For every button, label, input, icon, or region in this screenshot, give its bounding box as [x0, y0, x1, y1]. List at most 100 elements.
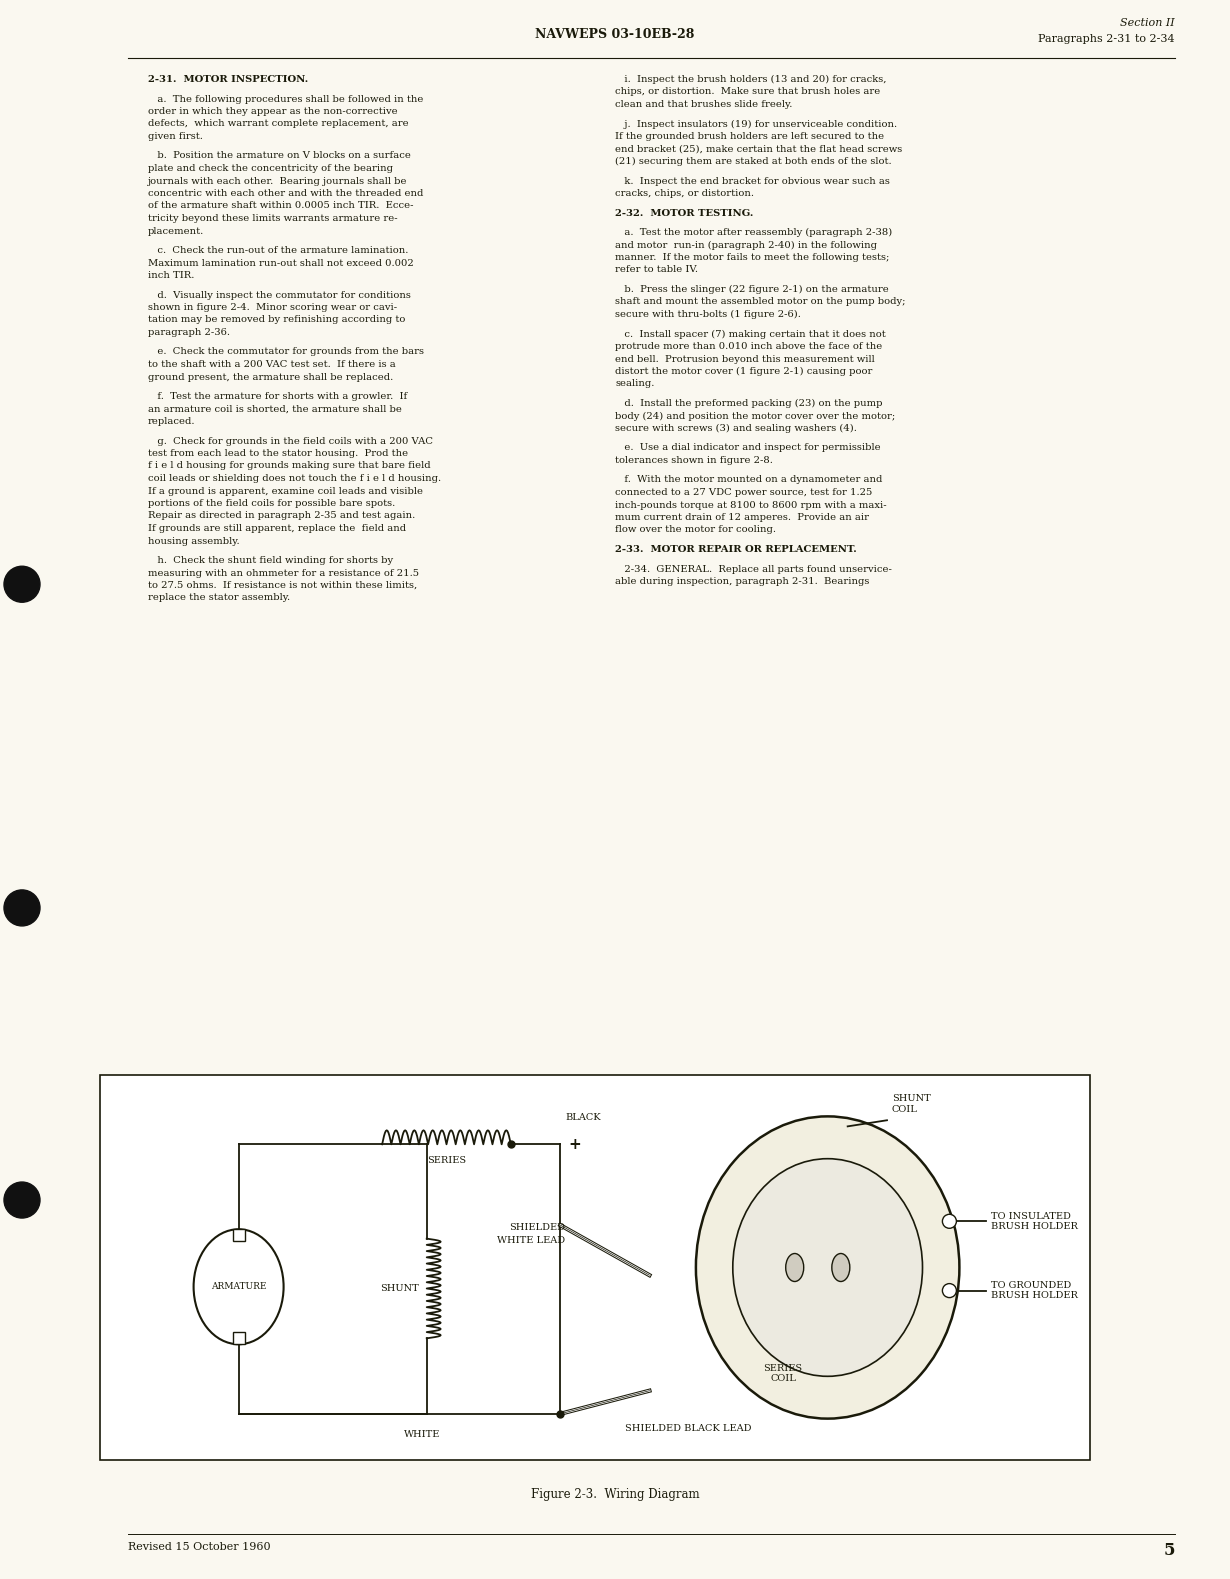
Text: flow over the motor for cooling.: flow over the motor for cooling.	[615, 526, 776, 535]
Text: shown in figure 2-4.  Minor scoring wear or cavi-: shown in figure 2-4. Minor scoring wear …	[148, 303, 397, 313]
Text: WHITE LEAD: WHITE LEAD	[497, 1236, 565, 1246]
Text: h.  Check the shunt field winding for shorts by: h. Check the shunt field winding for sho…	[148, 556, 394, 565]
Text: sealing.: sealing.	[615, 379, 654, 388]
Text: TO INSULATED
BRUSH HOLDER: TO INSULATED BRUSH HOLDER	[991, 1211, 1077, 1232]
Text: TO GROUNDED
BRUSH HOLDER: TO GROUNDED BRUSH HOLDER	[991, 1281, 1077, 1300]
Text: c.  Check the run-out of the armature lamination.: c. Check the run-out of the armature lam…	[148, 246, 408, 254]
Circle shape	[4, 891, 41, 925]
Text: manner.  If the motor fails to meet the following tests;: manner. If the motor fails to meet the f…	[615, 253, 889, 262]
Text: end bracket (25), make certain that the flat head screws: end bracket (25), make certain that the …	[615, 145, 903, 153]
Text: k.  Inspect the end bracket for obvious wear such as: k. Inspect the end bracket for obvious w…	[615, 177, 889, 185]
Text: secure with thru-bolts (1 figure 2-6).: secure with thru-bolts (1 figure 2-6).	[615, 309, 801, 319]
Text: defects,  which warrant complete replacement, are: defects, which warrant complete replacem…	[148, 120, 408, 128]
Text: chips, or distortion.  Make sure that brush holes are: chips, or distortion. Make sure that bru…	[615, 87, 881, 96]
Text: b.  Press the slinger (22 figure 2-1) on the armature: b. Press the slinger (22 figure 2-1) on …	[615, 284, 889, 294]
Text: j.  Inspect insulators (19) for unserviceable condition.: j. Inspect insulators (19) for unservice…	[615, 120, 897, 128]
Text: (21) securing them are staked at both ends of the slot.: (21) securing them are staked at both en…	[615, 156, 892, 166]
Text: replaced.: replaced.	[148, 417, 196, 426]
Text: ground present, the armature shall be replaced.: ground present, the armature shall be re…	[148, 373, 394, 382]
Text: given first.: given first.	[148, 133, 203, 141]
Text: SHIELDED: SHIELDED	[509, 1224, 565, 1232]
Ellipse shape	[831, 1254, 850, 1282]
Text: 2-32.  MOTOR TESTING.: 2-32. MOTOR TESTING.	[615, 208, 753, 218]
Bar	[232, 1333, 245, 1344]
Text: and motor  run-in (paragraph 2-40) in the following: and motor run-in (paragraph 2-40) in the…	[615, 240, 877, 249]
Text: Paragraphs 2-31 to 2-34: Paragraphs 2-31 to 2-34	[1038, 35, 1175, 44]
Text: WHITE: WHITE	[403, 1431, 440, 1438]
Text: a.  The following procedures shall be followed in the: a. The following procedures shall be fol…	[148, 95, 423, 104]
Text: test from each lead to the stator housing.  Prod the: test from each lead to the stator housin…	[148, 448, 408, 458]
Text: concentric with each other and with the threaded end: concentric with each other and with the …	[148, 189, 423, 197]
Text: inch TIR.: inch TIR.	[148, 272, 194, 279]
Ellipse shape	[733, 1159, 922, 1377]
Text: plate and check the concentricity of the bearing: plate and check the concentricity of the…	[148, 164, 394, 174]
Text: e.  Check the commutator for grounds from the bars: e. Check the commutator for grounds from…	[148, 347, 424, 357]
Text: able during inspection, paragraph 2-31.  Bearings: able during inspection, paragraph 2-31. …	[615, 576, 870, 586]
Text: f.  With the motor mounted on a dynamometer and: f. With the motor mounted on a dynamomet…	[615, 475, 882, 485]
Text: Maximum lamination run-out shall not exceed 0.002: Maximum lamination run-out shall not exc…	[148, 259, 413, 267]
Text: If grounds are still apparent, replace the  field and: If grounds are still apparent, replace t…	[148, 524, 406, 534]
Text: b.  Position the armature on V blocks on a surface: b. Position the armature on V blocks on …	[148, 152, 411, 161]
Text: inch-pounds torque at 8100 to 8600 rpm with a maxi-: inch-pounds torque at 8100 to 8600 rpm w…	[615, 501, 887, 510]
Text: journals with each other.  Bearing journals shall be: journals with each other. Bearing journa…	[148, 177, 407, 185]
Text: Repair as directed in paragraph 2-35 and test again.: Repair as directed in paragraph 2-35 and…	[148, 512, 416, 521]
Text: tation may be removed by refinishing according to: tation may be removed by refinishing acc…	[148, 316, 406, 325]
Text: g.  Check for grounds in the field coils with a 200 VAC: g. Check for grounds in the field coils …	[148, 436, 433, 445]
Circle shape	[4, 1183, 41, 1217]
Text: f i e l d housing for grounds making sure that bare field: f i e l d housing for grounds making sur…	[148, 461, 430, 471]
Text: coil leads or shielding does not touch the f i e l d housing.: coil leads or shielding does not touch t…	[148, 474, 442, 483]
Text: replace the stator assembly.: replace the stator assembly.	[148, 594, 290, 603]
Text: tricity beyond these limits warrants armature re-: tricity beyond these limits warrants arm…	[148, 215, 397, 223]
Ellipse shape	[786, 1254, 803, 1282]
Text: SERIES
COIL: SERIES COIL	[764, 1364, 803, 1383]
Text: shaft and mount the assembled motor on the pump body;: shaft and mount the assembled motor on t…	[615, 297, 905, 306]
Text: 2-34.  GENERAL.  Replace all parts found unservice-: 2-34. GENERAL. Replace all parts found u…	[615, 565, 892, 573]
Text: clean and that brushes slide freely.: clean and that brushes slide freely.	[615, 99, 792, 109]
Text: d.  Install the preformed packing (23) on the pump: d. Install the preformed packing (23) on…	[615, 399, 882, 407]
Text: If the grounded brush holders are left secured to the: If the grounded brush holders are left s…	[615, 133, 884, 141]
Text: end bell.  Protrusion beyond this measurement will: end bell. Protrusion beyond this measure…	[615, 355, 875, 363]
Text: portions of the field coils for possible bare spots.: portions of the field coils for possible…	[148, 499, 395, 508]
Text: Figure 2-3.  Wiring Diagram: Figure 2-3. Wiring Diagram	[530, 1487, 700, 1502]
Text: 2-31.  MOTOR INSPECTION.: 2-31. MOTOR INSPECTION.	[148, 74, 309, 84]
Text: f.  Test the armature for shorts with a growler.  If: f. Test the armature for shorts with a g…	[148, 392, 407, 401]
Text: SHIELDED BLACK LEAD: SHIELDED BLACK LEAD	[625, 1424, 752, 1434]
Bar	[100, 1075, 1090, 1461]
Text: NAVWEPS 03-10EB-28: NAVWEPS 03-10EB-28	[535, 28, 695, 41]
Text: of the armature shaft within 0.0005 inch TIR.  Ecce-: of the armature shaft within 0.0005 inch…	[148, 202, 413, 210]
Text: 5: 5	[1164, 1543, 1175, 1558]
Text: c.  Install spacer (7) making certain that it does not: c. Install spacer (7) making certain tha…	[615, 330, 886, 338]
Circle shape	[942, 1214, 957, 1228]
Text: housing assembly.: housing assembly.	[148, 537, 240, 545]
Text: ARMATURE: ARMATURE	[210, 1282, 267, 1292]
Text: Revised 15 October 1960: Revised 15 October 1960	[128, 1543, 271, 1552]
Text: connected to a 27 VDC power source, test for 1.25: connected to a 27 VDC power source, test…	[615, 488, 872, 497]
Text: Section II: Section II	[1121, 17, 1175, 28]
Text: refer to table IV.: refer to table IV.	[615, 265, 697, 275]
Text: body (24) and position the motor cover over the motor;: body (24) and position the motor cover o…	[615, 412, 895, 420]
Text: measuring with an ohmmeter for a resistance of 21.5: measuring with an ohmmeter for a resista…	[148, 568, 419, 578]
Text: SERIES: SERIES	[427, 1156, 466, 1165]
Text: placement.: placement.	[148, 226, 204, 235]
Bar	[232, 1228, 245, 1241]
Text: e.  Use a dial indicator and inspect for permissible: e. Use a dial indicator and inspect for …	[615, 444, 881, 453]
Text: an armature coil is shorted, the armature shall be: an armature coil is shorted, the armatur…	[148, 404, 402, 414]
Text: to 27.5 ohms.  If resistance is not within these limits,: to 27.5 ohms. If resistance is not withi…	[148, 581, 417, 591]
Text: mum current drain of 12 amperes.  Provide an air: mum current drain of 12 amperes. Provide…	[615, 513, 870, 523]
Text: SHUNT: SHUNT	[380, 1284, 418, 1293]
Text: d.  Visually inspect the commutator for conditions: d. Visually inspect the commutator for c…	[148, 291, 411, 300]
Ellipse shape	[193, 1228, 284, 1344]
Text: SHUNT
COIL: SHUNT COIL	[892, 1094, 931, 1113]
Text: 2-33.  MOTOR REPAIR OR REPLACEMENT.: 2-33. MOTOR REPAIR OR REPLACEMENT.	[615, 545, 857, 554]
Text: cracks, chips, or distortion.: cracks, chips, or distortion.	[615, 189, 754, 197]
Text: order in which they appear as the non-corrective: order in which they appear as the non-co…	[148, 107, 397, 115]
Text: tolerances shown in figure 2-8.: tolerances shown in figure 2-8.	[615, 456, 772, 464]
Text: to the shaft with a 200 VAC test set.  If there is a: to the shaft with a 200 VAC test set. If…	[148, 360, 396, 369]
Text: protrude more than 0.010 inch above the face of the: protrude more than 0.010 inch above the …	[615, 343, 882, 351]
Circle shape	[4, 567, 41, 602]
Text: If a ground is apparent, examine coil leads and visible: If a ground is apparent, examine coil le…	[148, 486, 423, 496]
Text: secure with screws (3) and sealing washers (4).: secure with screws (3) and sealing washe…	[615, 425, 857, 433]
Text: i.  Inspect the brush holders (13 and 20) for cracks,: i. Inspect the brush holders (13 and 20)…	[615, 74, 887, 84]
Ellipse shape	[696, 1116, 959, 1418]
Text: paragraph 2-36.: paragraph 2-36.	[148, 328, 230, 336]
